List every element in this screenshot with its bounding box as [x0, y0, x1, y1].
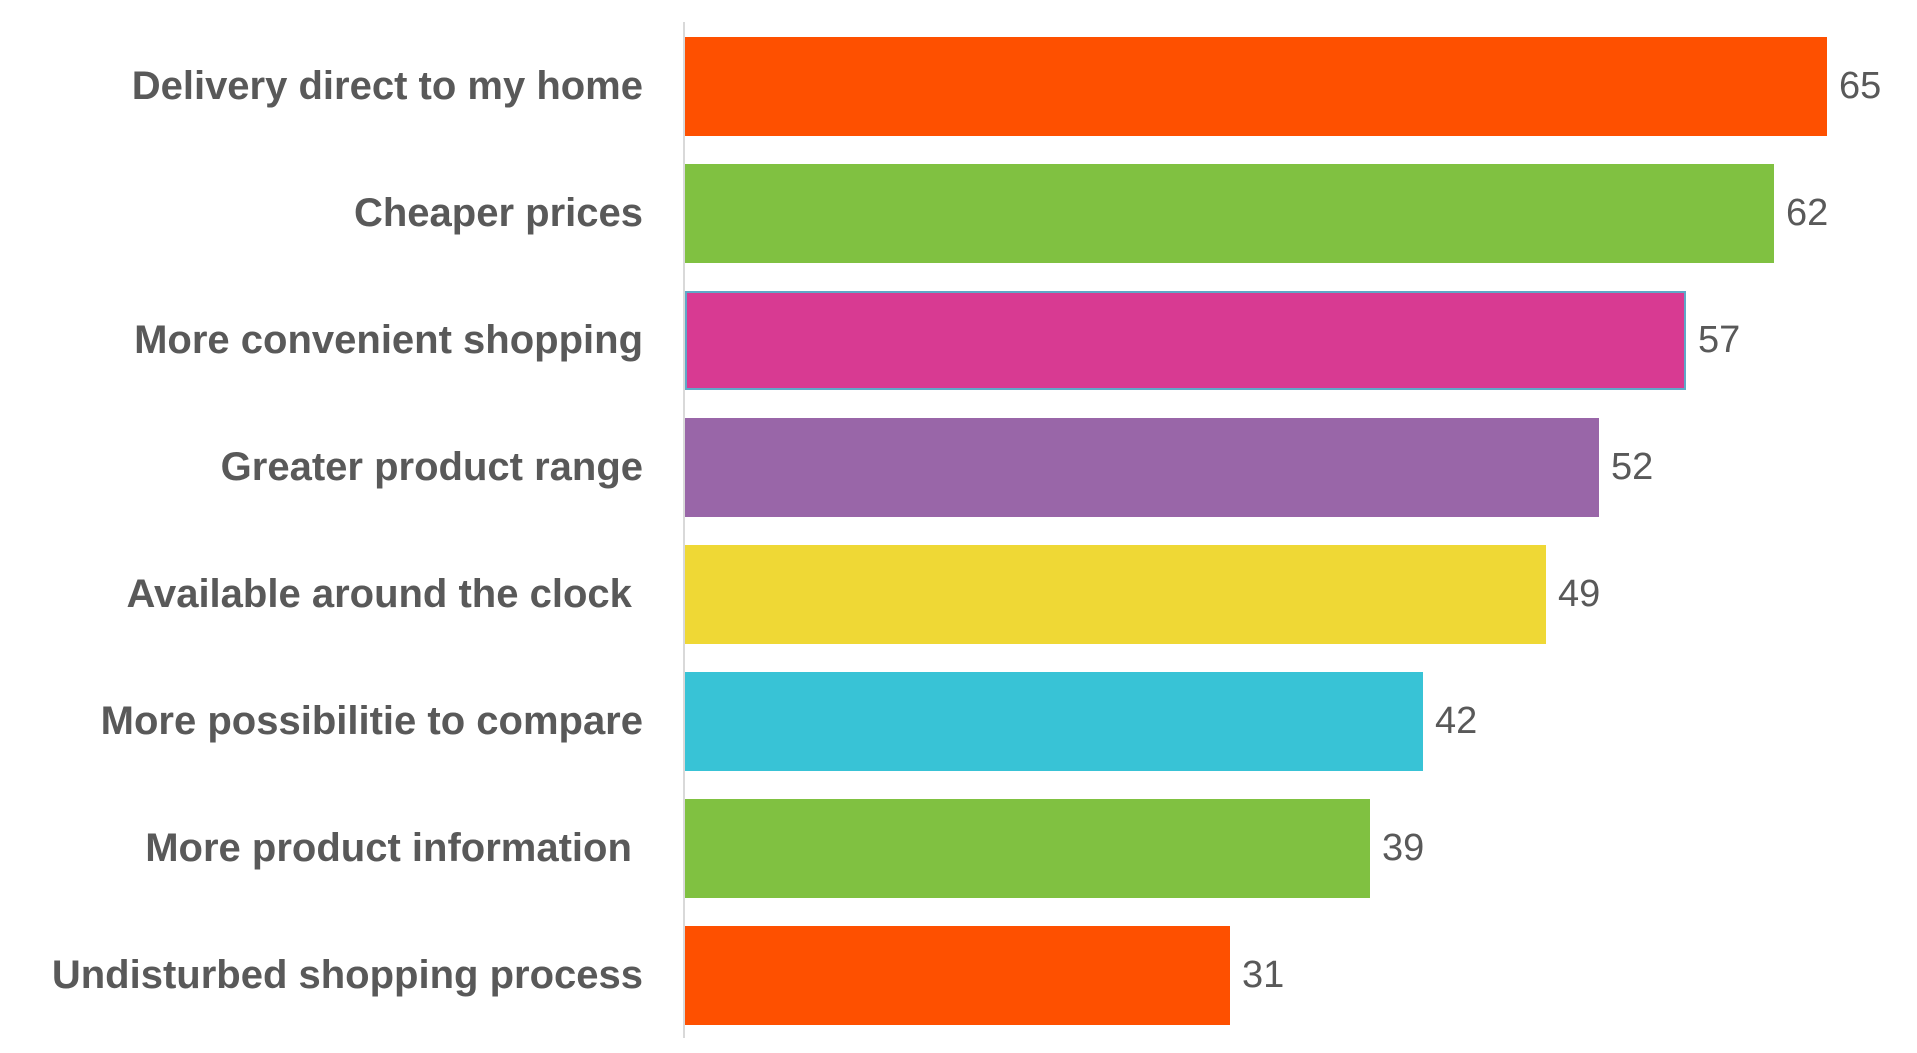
bar	[685, 37, 1827, 136]
category-label: Available around the clock	[126, 572, 643, 616]
value-label: 52	[1611, 446, 1654, 488]
bar-row: Greater product range 52	[0, 418, 1917, 517]
bar-row: More product information 39	[0, 799, 1917, 898]
bar-highlighted	[685, 291, 1686, 390]
value-label: 42	[1435, 700, 1478, 742]
category-label: More convenient shopping	[134, 318, 643, 362]
bar	[685, 799, 1370, 898]
value-label: 49	[1558, 573, 1601, 615]
bar	[685, 672, 1423, 771]
category-label: Delivery direct to my home	[131, 64, 643, 108]
category-label: Greater product range	[220, 445, 643, 489]
category-axis-line	[683, 22, 685, 1038]
bar-row: Cheaper prices 62	[0, 164, 1917, 263]
bar	[685, 418, 1599, 517]
value-label: 65	[1839, 65, 1882, 107]
category-label: Cheaper prices	[353, 191, 643, 235]
category-label: Undisturbed shopping process	[51, 953, 643, 997]
bar	[685, 545, 1546, 644]
value-label: 31	[1242, 954, 1285, 996]
bar-row: More possibilitie to compare 42	[0, 672, 1917, 771]
bar	[685, 926, 1230, 1025]
value-label: 62	[1786, 192, 1829, 234]
bar-row: Delivery direct to my home 65	[0, 37, 1917, 136]
category-label: More possibilitie to compare	[100, 699, 643, 743]
value-label: 39	[1382, 827, 1425, 869]
bar-row: Undisturbed shopping process 31	[0, 926, 1917, 1025]
value-label: 57	[1698, 319, 1741, 361]
bar	[685, 164, 1774, 263]
bar-row: Available around the clock 49	[0, 545, 1917, 644]
category-label: More product information	[145, 826, 643, 870]
bar-row: More convenient shopping 57	[0, 291, 1917, 390]
